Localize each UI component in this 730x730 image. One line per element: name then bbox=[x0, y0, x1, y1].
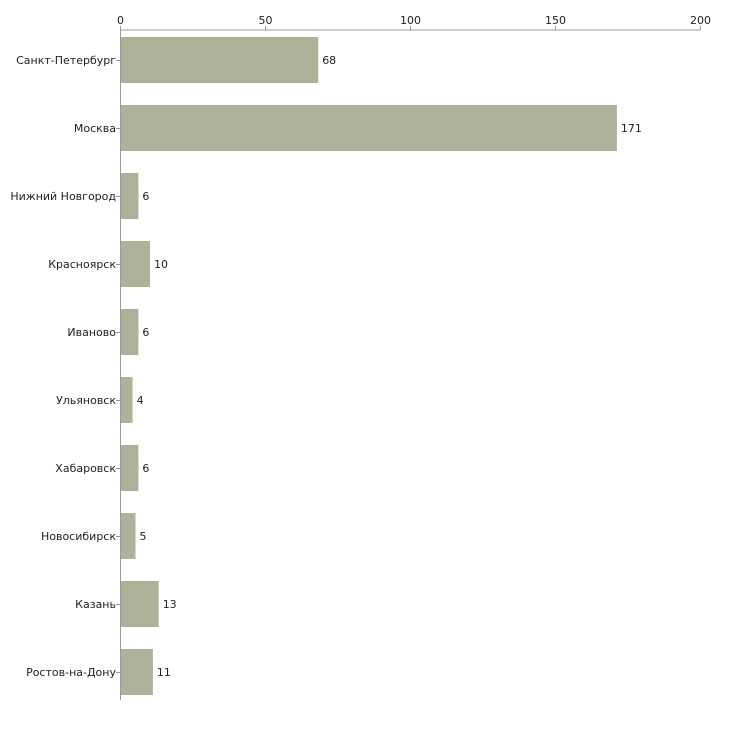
data-label: 171 bbox=[621, 122, 642, 135]
category-label: Новосибирск bbox=[41, 530, 116, 543]
x-axis: 0 50 100 150 200 bbox=[117, 14, 711, 31]
category-label: Ульяновск bbox=[56, 394, 116, 407]
bar bbox=[121, 241, 150, 287]
bar bbox=[121, 513, 136, 559]
category-label: Ростов-на-Дону bbox=[26, 666, 116, 679]
bar bbox=[121, 445, 139, 491]
data-labels: 68 171 6 10 6 4 6 5 13 11 bbox=[137, 54, 642, 679]
category-label: Красноярск bbox=[48, 258, 116, 271]
category-label: Санкт-Петербург bbox=[16, 54, 116, 67]
category-label: Казань bbox=[75, 598, 116, 611]
category-label: Нижний Новгород bbox=[10, 190, 116, 203]
x-tick-label: 50 bbox=[259, 14, 273, 27]
data-label: 5 bbox=[140, 530, 147, 543]
data-label: 6 bbox=[142, 190, 149, 203]
bar bbox=[121, 105, 617, 151]
bar bbox=[121, 309, 139, 355]
bar bbox=[121, 581, 159, 627]
x-tick-label: 200 bbox=[690, 14, 711, 27]
data-label: 11 bbox=[157, 666, 171, 679]
data-label: 10 bbox=[154, 258, 168, 271]
bar-series bbox=[121, 37, 617, 695]
category-label: Хабаровск bbox=[55, 462, 116, 475]
category-label: Москва bbox=[74, 122, 116, 135]
bar bbox=[121, 377, 133, 423]
bar bbox=[121, 173, 139, 219]
data-label: 4 bbox=[137, 394, 144, 407]
data-label: 6 bbox=[142, 326, 149, 339]
data-label: 13 bbox=[163, 598, 177, 611]
x-tick-label: 100 bbox=[400, 14, 421, 27]
data-label: 68 bbox=[322, 54, 336, 67]
bar bbox=[121, 37, 319, 83]
category-label: Иваново bbox=[67, 326, 116, 339]
data-label: 6 bbox=[142, 462, 149, 475]
bar bbox=[121, 649, 153, 695]
x-tick-label: 0 bbox=[117, 14, 124, 27]
y-axis: Санкт-Петербург Москва Нижний Новгород Крас… bbox=[10, 30, 121, 700]
x-tick-label: 150 bbox=[545, 14, 566, 27]
